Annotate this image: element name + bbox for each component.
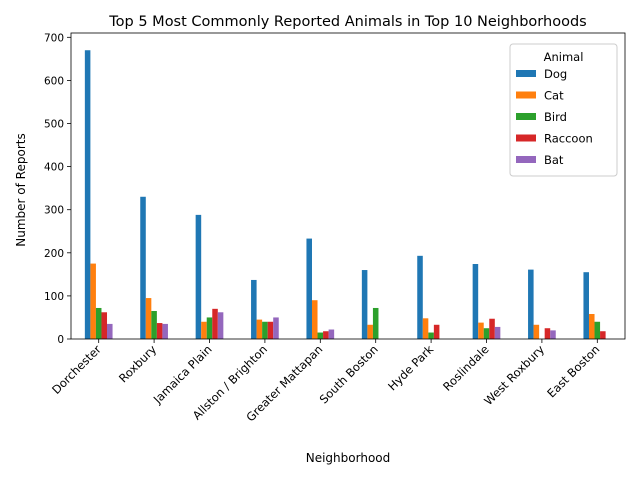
bar-cat-8 <box>478 322 484 339</box>
bar-cat-1 <box>90 263 96 339</box>
legend-label-raccoon: Raccoon <box>544 132 593 146</box>
x-tick-label: South Boston <box>317 342 381 406</box>
bar-bird-3 <box>206 317 213 339</box>
bar-raccoon-4 <box>267 321 274 339</box>
y-tick-label: 100 <box>44 291 64 303</box>
bar-bat-9 <box>550 330 556 339</box>
bar-dog-9 <box>528 269 534 339</box>
legend-label-bat: Bat <box>544 153 564 167</box>
bar-cat-2 <box>145 298 152 339</box>
bar-bat-4 <box>273 317 279 339</box>
bar-cat-5 <box>311 300 318 339</box>
bar-bird-2 <box>151 310 157 339</box>
bar-dog-7 <box>417 255 423 339</box>
bar-raccoon-3 <box>212 308 218 339</box>
legend-swatch-bird <box>516 113 536 120</box>
bar-cat-4 <box>256 319 263 339</box>
x-tick-label: East Boston <box>544 342 602 400</box>
bar-cat-9 <box>533 324 540 339</box>
bar-bat-8 <box>494 326 501 339</box>
x-tick-label: Roslindale <box>440 342 491 393</box>
y-tick-label: 200 <box>44 248 64 260</box>
bar-raccoon-1 <box>101 312 108 339</box>
bar-bird-8 <box>483 328 490 339</box>
bar-cat-3 <box>201 321 207 339</box>
bar-dog-2 <box>140 196 146 339</box>
bars-layer <box>84 50 606 340</box>
bar-bat-3 <box>217 312 224 339</box>
bar-dog-1 <box>84 50 91 340</box>
legend-label-cat: Cat <box>544 89 564 103</box>
plot-frame <box>70 32 626 340</box>
x-tick-label: Roxbury <box>116 342 159 385</box>
x-tick-label: Hyde Park <box>385 342 436 393</box>
bar-bird-1 <box>95 307 102 339</box>
bar-raccoon-2 <box>156 323 163 339</box>
y-tick-label: 600 <box>44 75 64 87</box>
bar-cat-10 <box>588 314 595 339</box>
y-tick-label: 700 <box>44 32 64 44</box>
y-axis-label: Number of Reports <box>14 133 28 246</box>
bar-raccoon-5 <box>323 331 329 339</box>
y-tick-label: 500 <box>44 119 64 131</box>
x-axis-label: Neighborhood <box>306 451 391 465</box>
bar-bird-10 <box>594 321 601 339</box>
bar-bat-2 <box>162 323 168 339</box>
legend-swatch-dog <box>516 70 536 77</box>
legend-swatch-cat <box>516 91 536 99</box>
x-tick-label: Dorchester <box>49 342 104 397</box>
legend-title: Animal <box>544 50 584 64</box>
bar-bird-6 <box>372 307 379 339</box>
bar-dog-4 <box>251 279 257 339</box>
bar-raccoon-8 <box>489 318 495 339</box>
bar-cat-7 <box>422 318 429 339</box>
bar-dog-10 <box>583 272 589 339</box>
y-tick-label: 0 <box>57 334 64 346</box>
bar-bird-4 <box>262 321 268 339</box>
bar-raccoon-7 <box>433 324 440 339</box>
legend-label-bird: Bird <box>544 110 567 124</box>
bar-cat-6 <box>367 324 373 339</box>
legend-swatch-raccoon <box>516 134 536 142</box>
legend-label-dog: Dog <box>544 67 567 81</box>
bar-bat-5 <box>328 329 335 339</box>
bar-dog-6 <box>361 270 368 339</box>
y-tick-label: 400 <box>44 162 64 174</box>
bar-dog-3 <box>195 214 202 339</box>
bar-dog-5 <box>306 238 312 339</box>
y-tick-label: 300 <box>44 205 64 217</box>
bar-bat-1 <box>107 323 113 339</box>
bar-dog-8 <box>472 264 479 339</box>
bar-bird-5 <box>317 332 324 339</box>
bar-bird-7 <box>428 332 434 339</box>
legend-swatch-bat <box>516 156 536 163</box>
chart-title: Top 5 Most Commonly Reported Animals in … <box>108 14 586 30</box>
bar-raccoon-9 <box>544 328 551 339</box>
legend: Animal Dog Cat Bird Raccoon Bat <box>509 43 618 177</box>
legend-box <box>509 43 618 177</box>
bar-raccoon-10 <box>600 331 606 339</box>
